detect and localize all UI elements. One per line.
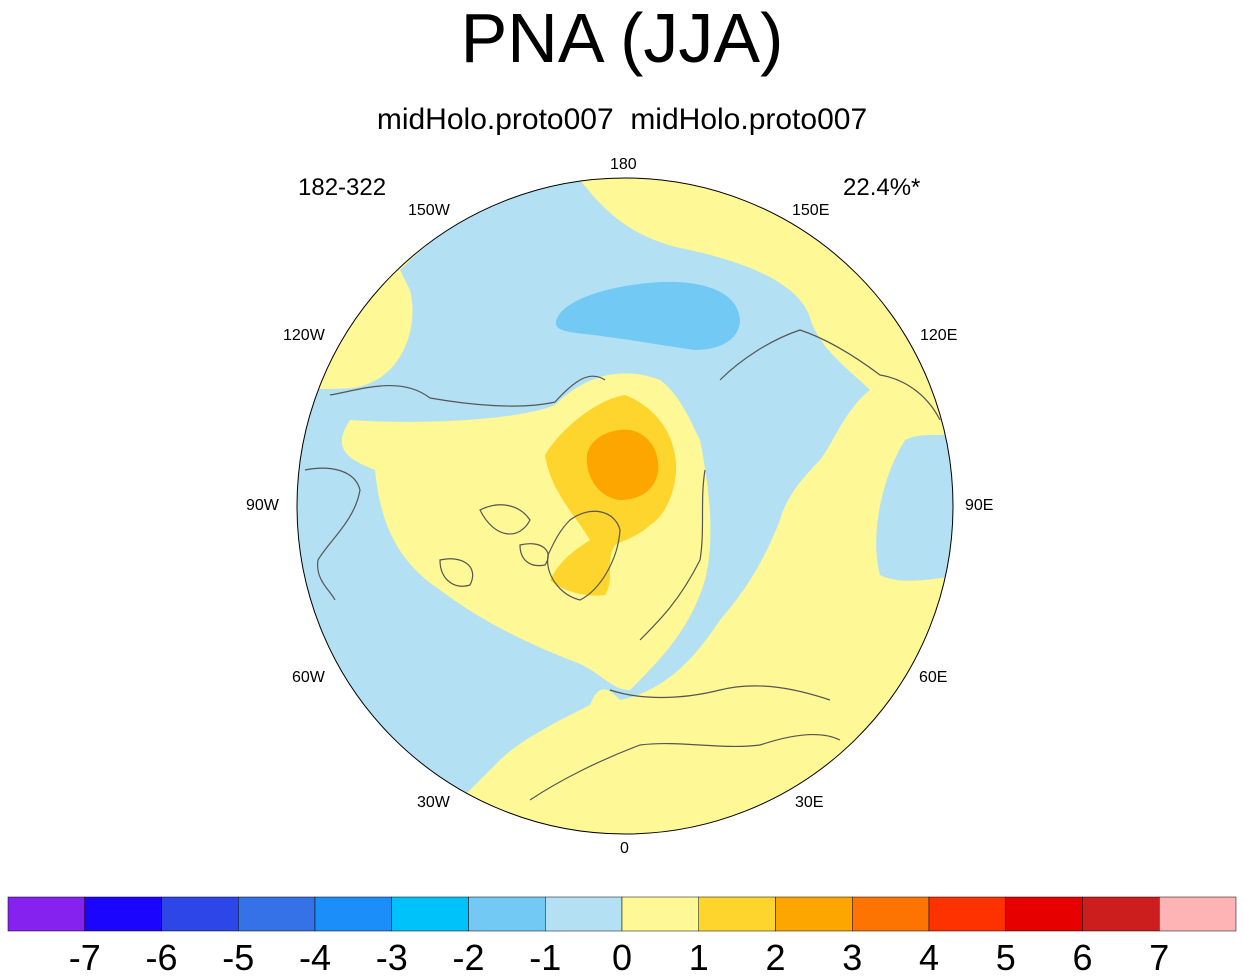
colorbar-label: -1 [529,937,562,978]
field-positive-core [586,429,659,500]
colorbar-box-8 [621,896,699,932]
variance-percent-label: 22.4%* [843,174,921,201]
colorbar-label: -2 [452,937,485,978]
colorbar-label: 3 [842,937,863,978]
colorbar-box-9 [698,896,776,932]
coastline-eurasia [529,329,941,801]
colorbar-label: -4 [298,937,331,978]
lon-label-150e: 150E [792,202,830,219]
chart-title: PNA (JJA) [460,0,784,77]
colorbar-box-7 [545,896,623,932]
colorbar-box-0 [7,896,85,932]
colorbar-label: -5 [222,937,255,978]
lon-label-60w: 60W [292,669,325,686]
coastline-north-america [304,375,606,601]
colorbar-label: 7 [1149,937,1170,978]
lon-label-120e: 120E [920,327,958,344]
colorbar-box-12 [928,896,1006,932]
colorbar-label: -6 [145,937,178,978]
coastline-greenland [547,510,621,601]
colorbar-box-2 [161,896,239,932]
map-field [297,178,953,834]
lon-label-30e: 30E [795,794,824,811]
lon-label-0: 0 [620,840,629,857]
coastlines [304,329,941,801]
colorbar-box-15 [1159,896,1237,932]
colorbar-box-14 [1082,896,1160,932]
colorbar-box-13 [1005,896,1083,932]
year-range-label: 182-322 [298,174,387,201]
lon-label-90e: 90E [965,497,994,514]
lon-label-120w: 120W [283,327,325,344]
map-border [296,177,954,835]
colorbar-label: 0 [611,937,633,978]
colorbar-box-10 [775,896,853,932]
colorbar-box-5 [391,896,469,932]
colorbar-box-3 [238,896,316,932]
lon-label-180: 180 [610,156,637,173]
chart-subtitle: midHolo.proto007 midHolo.proto007 [376,103,868,136]
colorbar-label: 5 [995,937,1016,978]
colorbar-box-6 [468,896,546,932]
colorbar-label: -7 [68,937,101,978]
lon-label-150w: 150W [408,202,450,219]
colorbar-box-11 [852,896,930,932]
coastline-arctic-islands [439,504,549,587]
colorbar-label: 1 [688,937,709,978]
colorbar-box-4 [314,896,392,932]
colorbar-label: 6 [1072,937,1093,978]
colorbar-label: 2 [765,937,786,978]
lon-label-30w: 30W [417,794,450,811]
field-negative-core [555,281,740,350]
colorbar-label: 4 [918,937,940,978]
colorbar [7,896,1237,932]
colorbar-label: -3 [375,937,408,978]
lon-label-90w: 90W [246,497,279,514]
field-negative-east [876,430,953,581]
lon-label-60e: 60E [919,669,948,686]
colorbar-box-1 [84,896,162,932]
